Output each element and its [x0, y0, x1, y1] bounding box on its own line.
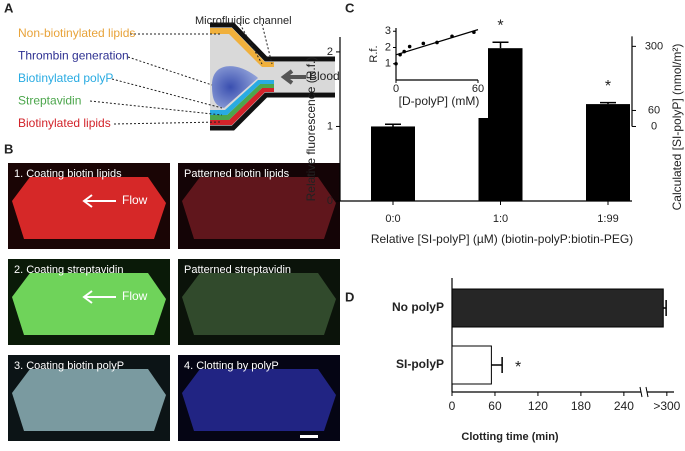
fit-line — [395, 29, 479, 56]
panel-label: B — [4, 141, 13, 156]
y-tick-label: 3 — [385, 25, 391, 37]
significance-mark: * — [605, 78, 611, 95]
channel-fluorescence — [182, 273, 336, 335]
x-tick-label: >300 — [653, 399, 680, 413]
axis-break-marks — [639, 386, 649, 398]
y2-tick-label: 60 — [648, 104, 660, 116]
x-tick-label: 0 — [393, 83, 399, 95]
image-label: 2. Coating streptavidin — [14, 264, 123, 276]
point — [394, 61, 398, 66]
y-tick-label: No polyP — [392, 300, 444, 314]
x-axis-label: Clotting time (min) — [461, 431, 558, 443]
significance-mark: * — [497, 17, 503, 34]
channel-fluorescence — [182, 177, 336, 239]
point — [421, 41, 426, 46]
x-axis-label: Relative [SI-polyP] (µM) (biotin-polyP:b… — [371, 232, 633, 246]
image-label: Patterned biotin lipids — [184, 168, 290, 180]
error-bar — [491, 357, 503, 373]
x-tick-label: 60 — [488, 399, 502, 413]
flow-label: Flow — [122, 193, 148, 207]
error-bar — [385, 123, 401, 127]
image-label: 1. Coating biotin lipids — [14, 168, 122, 180]
y-tick-label: 2 — [327, 46, 333, 58]
channel-diagram — [89, 22, 335, 131]
x-tick-label: 0 — [449, 399, 456, 413]
x-axis-label: [D-polyP] (mM) — [399, 94, 480, 108]
y-axis-label: R.f. — [368, 45, 380, 62]
y-tick-label: 1 — [327, 120, 333, 132]
channel-fluorescence — [182, 369, 336, 431]
y-tick-label: 0 — [327, 195, 333, 207]
channel-fluorescence — [12, 369, 166, 431]
layer-label: Thrombin generation — [18, 49, 129, 63]
y2-tick-label: 0 — [651, 120, 657, 132]
x-tick-label: 1:99 — [597, 213, 618, 225]
bar — [371, 126, 415, 201]
x-tick-label: 180 — [571, 399, 591, 413]
inset-bg — [366, 22, 488, 118]
layer-label: Non-biotinylated lipids — [18, 26, 135, 40]
bar — [586, 104, 630, 201]
x-tick-label: 0:0 — [385, 213, 400, 225]
scale-bar — [300, 435, 318, 438]
x-tick-label: 120 — [528, 399, 548, 413]
x-tick-label: 1:0 — [493, 213, 508, 225]
x-tick-label: 240 — [614, 399, 634, 413]
y2-axis-label: Calculated [SI-polyP] (nmol/m²) — [670, 44, 684, 211]
flow-arrow — [82, 290, 116, 304]
layer-label: Biotinylated lipids — [18, 116, 111, 130]
panel-label: D — [345, 289, 354, 304]
flow-arrow — [82, 194, 116, 208]
flow-label: Blood — [309, 69, 340, 83]
layer-label: Streptavidin — [18, 94, 81, 108]
y2-tick-label: 300 — [645, 40, 663, 52]
y-axis-label: Relative fluorescence (R.f.) — [304, 57, 318, 202]
panel-label: A — [4, 0, 14, 15]
error-bar — [663, 300, 667, 316]
image-label: Patterned streptavidin — [184, 264, 291, 276]
flow-label: Flow — [122, 289, 148, 303]
image-label: 3. Coating biotin polyP — [14, 360, 124, 372]
x-tick-label: 60 — [472, 83, 484, 95]
significance-mark: * — [515, 359, 521, 376]
channel-fluorescence — [12, 177, 166, 239]
channel-fluorescence — [12, 273, 166, 335]
image-label: 4. Clotting by polyP — [184, 360, 279, 372]
bar — [451, 345, 492, 385]
axis-break — [641, 387, 647, 397]
bar — [451, 288, 664, 328]
error-bar — [492, 41, 509, 49]
channel-label: Microfluidic channel — [195, 15, 292, 27]
y-tick-label: 2 — [385, 41, 391, 53]
layer-label: Biotinylated polyP — [18, 71, 113, 85]
panel-label: C — [345, 0, 355, 15]
y-tick-label: SI-polyP — [396, 357, 444, 371]
y-tick-label: 1 — [385, 58, 391, 70]
point — [407, 44, 412, 49]
error-bar — [600, 101, 616, 105]
